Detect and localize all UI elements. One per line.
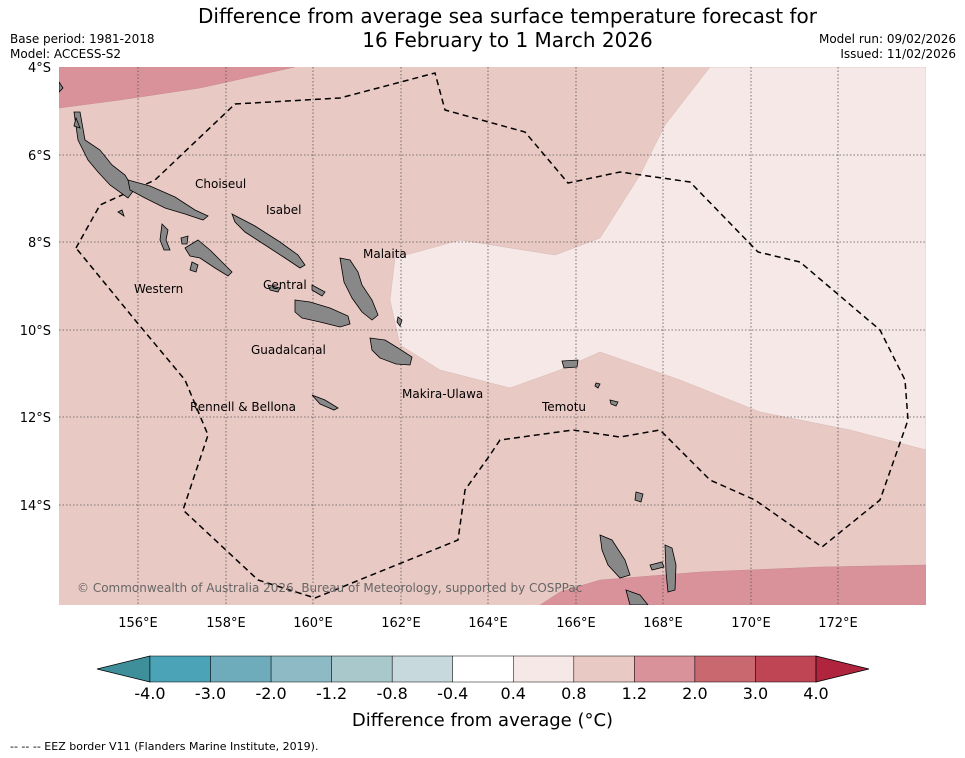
region-label: Central [263, 278, 307, 292]
colorbar-swatch [391, 655, 453, 683]
islands [59, 81, 677, 605]
colorbar-tick-label: 2.0 [682, 684, 708, 703]
island-choiseul [127, 179, 209, 221]
colorbar-swatch [331, 655, 393, 683]
lon-label: 158°E [206, 616, 246, 631]
region-label: Western [134, 282, 183, 296]
island-rennell [311, 394, 339, 411]
lat-label: 4°S [28, 61, 51, 76]
anomaly-band-0.4-0.8 [389, 67, 926, 451]
colorbar-tick-label: 4.0 [803, 684, 829, 703]
region-label: Malaita [363, 247, 407, 261]
base-period: Base period: 1981-2018 [10, 32, 155, 46]
map-title: Difference from average sea surface temp… [130, 4, 885, 52]
region-label: Makira-Ulawa [402, 387, 483, 401]
longitude-labels: 156°E 158°E 160°E 162°E 164°E 166°E 168°… [118, 616, 858, 631]
eez-border [75, 72, 909, 599]
island-makira [369, 337, 413, 366]
lat-label: 10°S [20, 324, 51, 339]
graticule [59, 67, 926, 605]
lon-label: 168°E [643, 616, 683, 631]
colorbar-extend-high [815, 655, 870, 683]
colorbar-swatch [149, 655, 211, 683]
lon-label: 162°E [381, 616, 421, 631]
colorbar-swatch [573, 655, 635, 683]
region-label: Guadalcanal [251, 343, 326, 357]
eez-footnote: -- -- -- EEZ border V11 (Flanders Marine… [10, 740, 319, 753]
colorbar-tick-label: -3.0 [194, 684, 227, 703]
island-new-georgia-2 [184, 239, 233, 277]
island-santa-cruz [561, 359, 579, 369]
colorbar-extend-low [96, 655, 151, 683]
island-vanuatu-1 [599, 534, 631, 579]
colorbar-tick-label: -4.0 [134, 684, 166, 703]
latitude-labels: 4°S 6°S 8°S 10°S 12°S 14°S [20, 61, 51, 514]
colorbar-swatch [755, 655, 817, 683]
issued-date: Issued: 11/02/2026 [840, 47, 956, 61]
model-run: Model run: 09/02/2026 [818, 32, 956, 46]
colorbar-swatch [694, 655, 756, 683]
colorbar-tick-label: 3.0 [742, 684, 769, 703]
lat-label: 6°S [28, 149, 51, 164]
lat-label: 12°S [20, 411, 51, 426]
metadata-left: Base period: 1981-2018 Model: ACCESS-S2 [10, 32, 155, 62]
model-name: Model: ACCESS-S2 [10, 47, 122, 61]
lon-label: 170°E [731, 616, 771, 631]
title-line-2: 16 February to 1 March 2026 [362, 28, 653, 52]
island-guadalcanal [294, 299, 351, 328]
colorbar-swatch [513, 655, 575, 683]
region-label: Temotu [541, 400, 586, 414]
map-frame: Choiseul Isabel Malaita Western Central … [59, 67, 926, 605]
colorbar-swatch [452, 655, 514, 683]
colorbar-tick-label: -0.8 [376, 684, 408, 703]
island-new-georgia-1 [159, 223, 171, 251]
region-label: Choiseul [195, 177, 246, 191]
lat-label: 14°S [20, 499, 51, 514]
region-label: Isabel [266, 203, 301, 217]
lat-label: 8°S [28, 236, 51, 251]
lon-label: 160°E [293, 616, 333, 631]
colorbar-title: Difference from average (°C) [351, 710, 614, 731]
anomaly-band-1.2-2.0-north [59, 67, 296, 109]
colorbar-tick-label: -2.0 [255, 684, 287, 703]
colorbar-tick-label: -1.2 [316, 684, 348, 703]
lon-label: 172°E [818, 616, 858, 631]
metadata-right: Model run: 09/02/2026 Issued: 11/02/2026 [819, 32, 956, 62]
colorbar-swatch [270, 655, 332, 683]
lon-label: 156°E [118, 616, 158, 631]
title-line-1: Difference from average sea surface temp… [197, 4, 817, 28]
region-label: Rennell & Bellona [190, 400, 296, 414]
colorbar-tick-label: 0.4 [500, 684, 526, 703]
lon-label: 164°E [468, 616, 508, 631]
colorbar-swatch [210, 655, 272, 683]
island-malaita [339, 257, 379, 321]
colorbar-tick-label: 1.2 [621, 684, 648, 703]
lon-label: 166°E [556, 616, 596, 631]
colorbar-tick-label: -0.4 [437, 684, 469, 703]
island-isabel [231, 213, 306, 269]
copyright-text: © Commonwealth of Australia 2026, Bureau… [77, 581, 582, 595]
colorbar [96, 655, 870, 683]
colorbar-tick-label: 0.8 [561, 684, 587, 703]
region-labels: Choiseul Isabel Malaita Western Central … [134, 177, 586, 414]
colorbar-swatch [634, 655, 696, 683]
